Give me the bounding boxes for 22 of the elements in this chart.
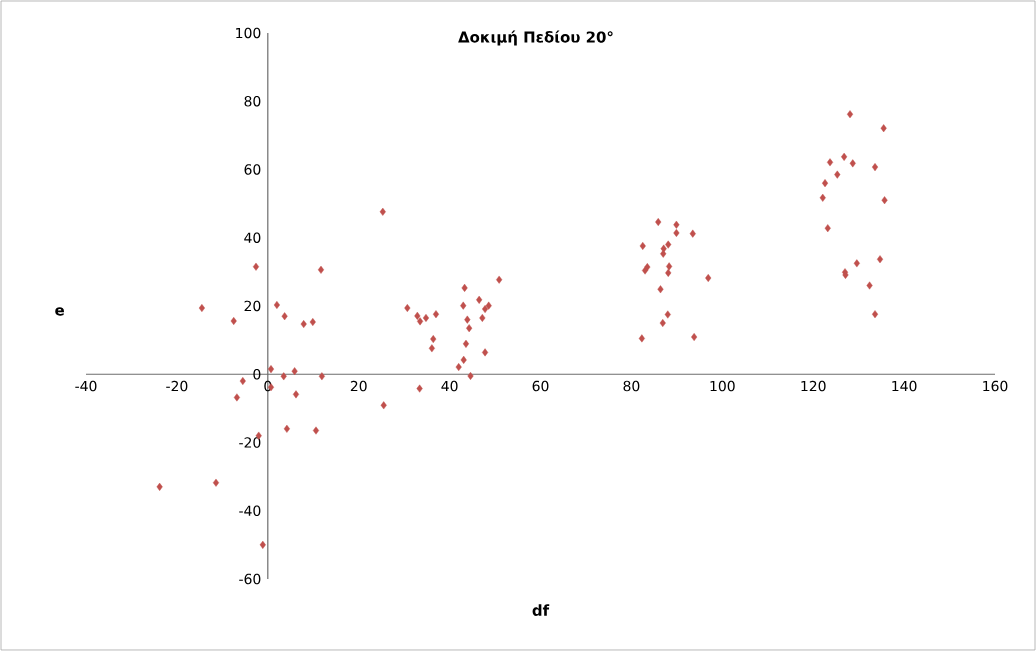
x-tick-label: 40 (441, 380, 458, 392)
x-tick-label: 60 (532, 380, 549, 392)
x-tick-label: 100 (710, 380, 735, 392)
x-axis-title: df (532, 604, 550, 616)
y-tick-label: 80 (244, 95, 261, 107)
x-tick-label: 140 (892, 380, 917, 392)
x-tick-label: 20 (350, 380, 367, 392)
y-tick-label: -60 (239, 573, 261, 585)
x-tick-label: 80 (623, 380, 640, 392)
x-tick-label: 160 (983, 380, 1008, 392)
y-tick-label: 40 (244, 232, 261, 244)
x-tick-label: -20 (166, 380, 188, 392)
y-axis-title: e (55, 307, 64, 316)
x-tick-label: 120 (801, 380, 826, 392)
y-tick-label: -20 (239, 437, 261, 448)
x-tick-label: -40 (75, 380, 97, 392)
y-tick-label: 60 (244, 164, 261, 175)
chart-title: Δοκιμή Πεδίου 20° (458, 30, 613, 46)
y-tick-label: -40 (239, 505, 261, 517)
y-tick-label: 100 (236, 27, 261, 39)
y-tick-label: 0 (253, 368, 261, 380)
y-tick-label: 20 (244, 300, 261, 312)
